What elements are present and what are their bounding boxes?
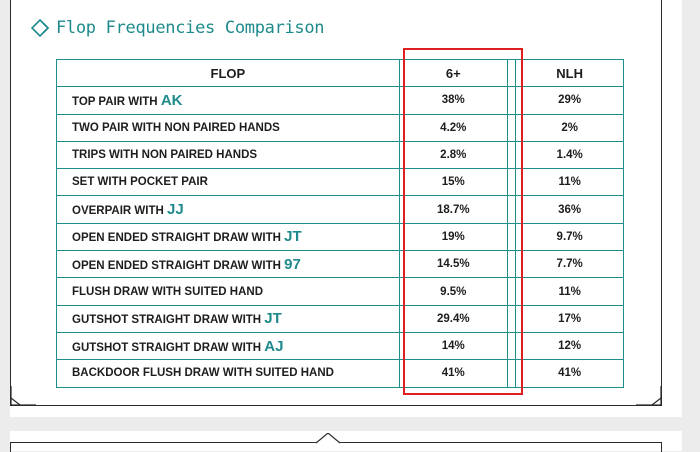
flop-label: OPEN ENDED STRAIGHT DRAW WITH [72,232,285,245]
six-plus-column-highlight [403,48,523,395]
flop-label-cell: OPEN ENDED STRAIGHT DRAW WITH JT [56,222,400,252]
flop-label: FLUSH DRAW WITH SUITED HAND [72,285,264,298]
next-card-right-line [661,442,662,452]
hand-cards: AK [160,91,183,109]
frame-bottom-right-corner [636,386,662,406]
table-row: BACKDOOR FLUSH DRAW WITH SUITED HAND 41% 4… [56,359,624,388]
column-gap [507,331,516,361]
flop-label-cell: OPEN ENDED STRAIGHT DRAW WITH 97 [56,250,400,279]
flop-label-cell: OVERPAIR WITH JJ [56,195,400,224]
nlh-value: 41% [515,359,624,388]
six-plus-value: 9.5% [398,277,508,306]
flop-label: GUTSHOT STRAIGHT DRAW WITH [72,314,265,327]
six-plus-value: 29.4% [398,304,508,333]
notch-arrow-icon [316,433,340,444]
section-title: Flop Frequencies Comparison [31,16,325,40]
six-plus-value: 14.5% [398,250,508,279]
flop-label: TWO PAIR WITH NON PAIRED HANDS [72,121,280,134]
flop-label-cell: GUTSHOT STRAIGHT DRAW WITH JT [56,304,400,333]
flop-label-cell: TRIPS WITH NON PAIRED HANDS [56,140,400,170]
six-plus-value: 19% [398,222,508,252]
column-gap [507,277,516,306]
flop-label-cell: TOP PAIR WITH AK [56,86,400,115]
double-diamond-icon [31,18,50,38]
table-row: FLUSH DRAW WITH SUITED HAND 9.5% 11% [56,277,624,306]
hand-cards: JT [264,310,282,328]
six-plus-value: 14% [398,331,508,361]
nlh-value: 7.7% [515,250,624,279]
flop-frequency-table: FLOP 6+ NLH TOP PAIR WITH AK 38% 29% TWO PA… [56,58,624,388]
column-gap [507,359,516,388]
table-row: OPEN ENDED STRAIGHT DRAW WITH 97 14.5% 7.7… [56,250,624,279]
nlh-value: 17% [515,304,624,333]
table-row: SET WITH POCKET PAIR 15% 11% [56,168,624,197]
table-row: OVERPAIR WITH JJ 18.7% 36% [56,195,624,224]
flop-label: BACKDOOR FLUSH DRAW WITH SUITED HAND [72,367,334,380]
page-title: Flop Frequencies Comparison [56,18,325,38]
hand-cards: AJ [264,337,284,355]
nlh-value: 36% [515,195,624,224]
next-card-left-line [10,442,11,452]
flop-label: OPEN ENDED STRAIGHT DRAW WITH [72,259,285,272]
table-row: GUTSHOT STRAIGHT DRAW WITH JT 29.4% 17% [56,304,624,333]
table-row: TRIPS WITH NON PAIRED HANDS 2.8% 1.4% [56,140,624,170]
nlh-value: 29% [515,86,624,115]
six-plus-value: 38% [398,86,508,115]
table-row: TWO PAIR WITH NON PAIRED HANDS 4.2% 2% [56,113,624,142]
flop-label-cell: GUTSHOT STRAIGHT DRAW WITH AJ [56,331,400,361]
nlh-value: 1.4% [515,140,624,170]
header-flop: FLOP [56,58,400,88]
header-nlh: NLH [515,58,624,88]
frame-left-line [10,0,11,405]
frame-bottom-line [10,405,662,406]
hand-cards: JJ [166,201,184,219]
flop-label: TRIPS WITH NON PAIRED HANDS [72,149,258,162]
flop-label-cell: FLUSH DRAW WITH SUITED HAND [56,277,400,306]
frame-bottom-left-corner [10,386,36,406]
next-card [10,431,682,452]
flop-label: TOP PAIR WITH [72,95,161,108]
table-row: TOP PAIR WITH AK 38% 29% [56,86,624,115]
flop-label-cell: SET WITH POCKET PAIR [56,168,400,197]
hand-cards: JT [284,228,302,246]
flop-label: SET WITH POCKET PAIR [72,176,208,189]
hand-cards: 97 [284,255,301,273]
frame-right-line [661,0,662,405]
nlh-value: 11% [515,168,624,197]
six-plus-value: 41% [398,359,508,388]
column-gap [507,304,516,333]
flop-label-cell: TWO PAIR WITH NON PAIRED HANDS [56,113,400,142]
table-row: OPEN ENDED STRAIGHT DRAW WITH JT 19% 9.7% [56,222,624,252]
nlh-value: 9.7% [515,222,624,252]
table-row: GUTSHOT STRAIGHT DRAW WITH AJ 14% 12% [56,331,624,361]
flop-label-cell: BACKDOOR FLUSH DRAW WITH SUITED HAND [56,359,400,388]
nlh-value: 11% [515,277,624,306]
nlh-value: 2% [515,113,624,142]
flop-label: GUTSHOT STRAIGHT DRAW WITH [72,341,265,354]
flop-label: OVERPAIR WITH [72,205,167,218]
six-plus-value: 15% [398,168,508,197]
table-header-row: FLOP 6+ NLH [56,58,624,88]
column-gap [507,250,516,279]
nlh-value: 12% [515,331,624,361]
